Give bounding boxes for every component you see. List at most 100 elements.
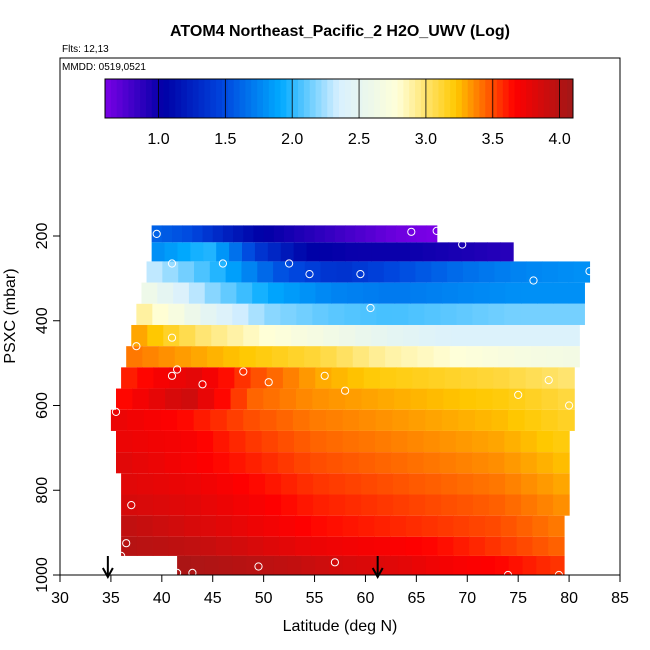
colorbar-swatch <box>444 79 451 118</box>
heatmap-cell <box>294 452 311 474</box>
colorbar-swatch <box>456 79 463 118</box>
x-tick-label: 40 <box>153 590 171 607</box>
heatmap-cell <box>426 225 438 243</box>
colorbar-swatch <box>315 79 322 118</box>
heatmap-cell <box>250 367 268 389</box>
heatmap-cell <box>380 367 397 389</box>
colorbar-swatch <box>496 79 504 118</box>
heatmap-cell <box>157 282 174 304</box>
heatmap-cell <box>153 473 170 495</box>
heatmap-cell <box>405 515 423 537</box>
heatmap-cell <box>137 473 154 495</box>
heatmap-cell <box>425 494 442 516</box>
heatmap-cell <box>243 225 255 243</box>
heatmap-cell <box>423 452 441 474</box>
heatmap-cell <box>469 515 486 537</box>
colorbar-swatch <box>374 79 381 118</box>
heatmap-cell <box>179 324 196 347</box>
colorbar-swatch <box>239 79 246 118</box>
heatmap-cell <box>233 225 244 243</box>
heatmap-cell <box>362 282 380 304</box>
heatmap-cell <box>374 430 392 453</box>
heatmap-cell <box>216 303 233 325</box>
heatmap-cell <box>116 430 133 453</box>
heatmap-cell <box>182 225 193 243</box>
colorbar-swatch <box>122 79 129 118</box>
heatmap-cell <box>233 473 250 495</box>
colorbar-swatch <box>485 79 492 118</box>
heatmap-cell <box>541 367 559 389</box>
heatmap-cell <box>352 346 370 368</box>
heatmap-cell <box>437 536 454 556</box>
heatmap-cell <box>263 515 280 537</box>
data-point <box>407 227 416 236</box>
heatmap-cell <box>314 225 326 243</box>
heatmap-cell <box>169 494 186 516</box>
colorbar-swatch <box>409 79 416 118</box>
heatmap-cell <box>361 473 378 495</box>
colorbar-swatch <box>298 79 305 118</box>
heatmap-cell <box>304 346 321 368</box>
heatmap-cell <box>384 555 399 575</box>
heatmap-cell <box>474 242 488 262</box>
heatmap-cell <box>457 473 474 495</box>
heatmap-cell <box>326 430 344 453</box>
heatmap-cell <box>546 346 564 368</box>
heatmap-cell <box>345 225 356 243</box>
heatmap-cell <box>550 555 565 575</box>
heatmap-cell <box>444 367 462 389</box>
heatmap-cell <box>552 430 570 453</box>
heatmap-cell <box>242 242 256 262</box>
colorbar-swatch <box>426 79 434 118</box>
heatmap-cell <box>410 282 427 304</box>
heatmap-cell <box>473 282 491 304</box>
y-tick-label: 200 <box>34 223 51 250</box>
heatmap-cell <box>243 324 260 347</box>
colorbar-swatch <box>391 79 398 118</box>
heatmap-cell <box>229 430 247 453</box>
heatmap-cell <box>218 555 233 575</box>
heatmap-cell <box>396 225 407 243</box>
heatmap-cell <box>522 555 537 575</box>
chart-title: ATOM4 Northeast_Pacific_2 H2O_UWV (Log) <box>170 23 510 40</box>
heatmap-cell <box>203 242 217 262</box>
heatmap-cell <box>313 473 330 495</box>
heatmap-cell <box>243 409 261 431</box>
data-point <box>111 407 121 416</box>
x-tick-label: 50 <box>255 590 273 607</box>
data-point <box>366 303 375 313</box>
heatmap-cell <box>201 494 218 516</box>
heatmap-cell <box>261 430 279 453</box>
heatmap-cell <box>461 242 475 262</box>
colorbar-swatch <box>216 79 223 118</box>
heatmap-cell <box>469 536 486 556</box>
heatmap-cell <box>231 536 249 556</box>
x-tick-label: 55 <box>306 590 324 607</box>
heatmap-cell <box>384 242 398 262</box>
heatmap-cell <box>377 388 395 410</box>
heatmap-cell <box>178 261 195 283</box>
heatmap-cell <box>488 303 505 325</box>
heatmap-cell <box>476 388 493 410</box>
heatmap-cell <box>266 367 284 389</box>
heatmap-cell <box>455 430 473 453</box>
heatmap-cell <box>245 452 263 474</box>
y-tick-label: 400 <box>34 307 51 334</box>
colorbar-swatch <box>362 79 369 118</box>
colorbar-swatch <box>461 79 469 118</box>
heatmap-cell <box>409 494 426 516</box>
colorbar-swatch <box>450 79 457 118</box>
heatmap-cell <box>361 388 379 410</box>
heatmap-cell <box>231 515 249 537</box>
heatmap-cell <box>568 303 585 325</box>
heatmap-cell <box>329 494 346 516</box>
heatmap-cell <box>553 494 570 516</box>
heatmap-cell <box>116 388 133 410</box>
heatmap-cell <box>484 536 502 556</box>
heatmap-cell <box>508 409 526 431</box>
heatmap-cell <box>192 225 204 243</box>
heatmap-cell <box>553 473 570 495</box>
colorbar-swatch <box>379 79 387 118</box>
colorbar-swatch <box>134 79 141 118</box>
heatmap-cell <box>358 430 376 453</box>
